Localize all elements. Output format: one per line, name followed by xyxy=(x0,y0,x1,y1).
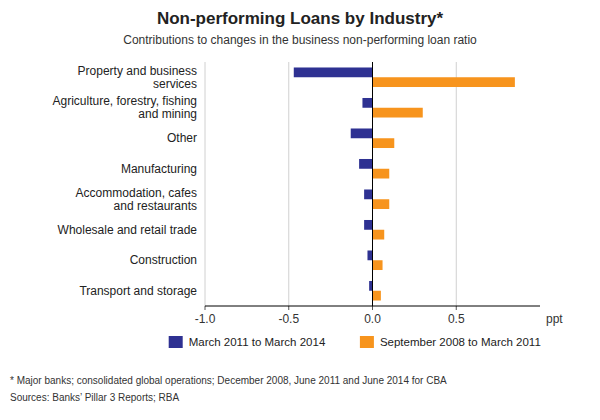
bar xyxy=(373,291,381,301)
zero-line xyxy=(372,62,373,306)
bar xyxy=(373,138,395,148)
bar xyxy=(367,250,372,260)
category-label: Accommodation, cafesand restaurants xyxy=(76,186,197,213)
bar xyxy=(373,108,423,118)
bar xyxy=(364,189,372,199)
tick-label: -1.0 xyxy=(195,312,216,326)
bar xyxy=(373,169,390,179)
bar xyxy=(351,128,373,138)
bar xyxy=(373,199,390,209)
category-label: Other xyxy=(167,131,197,145)
bar xyxy=(359,159,372,169)
category-label: Transport and storage xyxy=(79,284,197,298)
bar xyxy=(369,281,372,291)
subtitle: Contributions to changes in the business… xyxy=(123,33,477,47)
legend-label: September 2008 to March 2011 xyxy=(380,336,541,348)
zero-axis xyxy=(372,62,373,306)
tick xyxy=(372,306,373,310)
category-label: Property and businessservices xyxy=(78,64,197,91)
footnote: * Major banks; consolidated global opera… xyxy=(10,375,447,386)
tick-label: 0.5 xyxy=(448,312,465,326)
category-label: Agriculture, forestry, fishingand mining xyxy=(53,94,198,121)
text-line: Property and business xyxy=(78,64,197,78)
bar xyxy=(373,77,515,87)
tick xyxy=(288,306,289,310)
bar xyxy=(362,98,372,108)
category-label: Manufacturing xyxy=(121,162,197,176)
grid xyxy=(205,62,456,306)
bar xyxy=(373,230,385,240)
tick xyxy=(205,306,206,310)
grid-line xyxy=(456,62,457,306)
title: Non-performing Loans by Industry* xyxy=(157,9,444,28)
bar xyxy=(294,67,373,77)
tick-label: 0.0 xyxy=(364,312,381,326)
chart: Non-performing Loans by Industry* Contrib… xyxy=(0,0,600,420)
legend-swatch xyxy=(360,336,374,348)
footnote: Sources: Banks’ Pillar 3 Reports; RBA xyxy=(10,392,179,403)
category-label: Construction xyxy=(130,253,197,267)
text-line: Agriculture, forestry, fishing xyxy=(53,94,198,108)
grid-line xyxy=(205,62,206,306)
legend-swatch xyxy=(169,336,183,348)
bar xyxy=(373,260,383,270)
bar xyxy=(364,220,372,230)
legend: March 2011 to March 2014 September 2008 t… xyxy=(169,336,541,348)
text-line: and restaurants xyxy=(114,199,197,213)
text-line: services xyxy=(153,77,197,91)
legend-label: March 2011 to March 2014 xyxy=(189,336,326,348)
tick xyxy=(456,306,457,310)
tick-label: -0.5 xyxy=(278,312,299,326)
text-line: Accommodation, cafes xyxy=(76,186,197,200)
text-line: and mining xyxy=(138,107,197,121)
axis-label: ppt xyxy=(546,312,563,326)
grid-line xyxy=(288,62,289,306)
category-label: Wholesale and retail trade xyxy=(58,223,198,237)
